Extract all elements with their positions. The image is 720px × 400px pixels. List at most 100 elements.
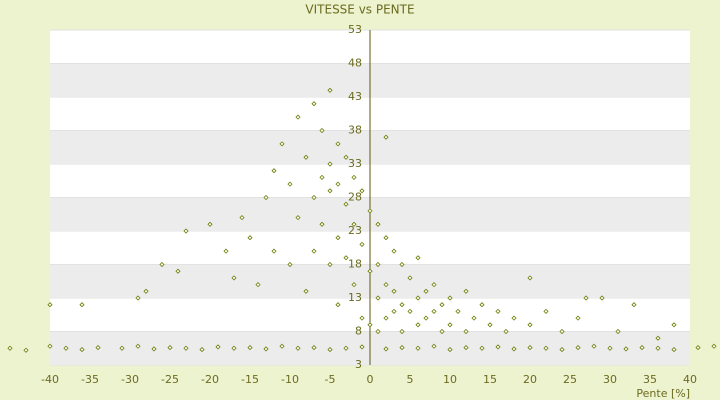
scatter-point [343,345,349,351]
scatter-point [303,154,309,160]
x-axis-label: Pente [%] [636,387,690,400]
scatter-point [655,345,661,351]
scatter-point [295,114,301,120]
scatter-point [295,345,301,351]
y-tick-label: 53 [348,23,362,36]
y-tick-label: 33 [348,157,362,170]
scatter-point [495,344,501,350]
scatter-point [431,308,437,314]
scatter-point [431,343,437,349]
scatter-point [79,347,85,353]
scatter-point [423,315,429,321]
scatter-point [151,346,157,352]
scatter-point [255,282,261,288]
scatter-point [543,345,549,351]
scatter-point [263,194,269,201]
scatter-point [671,347,677,353]
x-tick-label: -25 [161,373,179,386]
y-tick-label: 48 [348,57,362,70]
scatter-point [335,141,341,147]
scatter-point [487,322,493,328]
x-tick-label: 25 [563,373,577,386]
scatter-point [471,315,477,321]
scatter-point [311,101,317,107]
scatter-point [279,343,285,349]
scatter-point [711,343,717,349]
scatter-point [583,295,589,301]
scatter-point [631,302,637,308]
scatter-point [95,345,101,351]
scatter-point [351,174,357,180]
scatter-point [375,221,381,227]
scatter-point [311,345,317,351]
scatter-point [415,345,421,351]
scatter-point [375,261,381,268]
x-tick-label: 30 [603,373,617,386]
y-tick-label: 3 [355,358,362,371]
scatter-point [463,328,469,335]
scatter-point [671,322,677,328]
scatter-point [591,343,597,349]
scatter-point [159,261,165,268]
scatter-point [575,315,581,321]
x-tick-label: 0 [367,373,374,386]
scatter-point [423,288,429,294]
scatter-point [367,322,373,328]
scatter-point [47,343,53,349]
scatter-point [615,328,621,335]
scatter-point [351,282,357,288]
scatter-point [607,345,613,351]
scatter-point [343,154,349,160]
x-tick-label: -40 [41,373,59,386]
scatter-point [383,315,389,321]
x-tick-label: 5 [407,373,414,386]
scatter-point [447,322,453,328]
scatter-point [135,295,141,301]
scatter-point [231,345,237,351]
scatter-point [399,328,405,335]
scatter-point [479,302,485,308]
scatter-point [167,345,173,351]
y-tick-label: 23 [348,224,362,237]
y-tick-label: 28 [348,191,362,204]
scatter-point [327,188,333,194]
scatter-point [319,174,325,180]
scatter-point [623,346,629,352]
scatter-point [527,275,533,281]
scatter-point [143,288,149,294]
scatter-point [63,345,69,351]
scatter-point [327,347,333,353]
scatter-point [359,241,365,247]
scatter-point [23,347,29,353]
scatter-point [79,302,85,308]
x-tick-label: -30 [121,373,139,386]
scatter-point [479,345,485,351]
scatter-point [439,328,445,335]
scatter-point [175,268,181,274]
scatter-point [543,308,549,314]
scatter-point [367,268,373,274]
scatter-point [391,248,397,254]
scatter-point [119,345,125,351]
scatter-point [279,141,285,147]
scatter-point [271,248,277,254]
y-tick-label: 13 [348,291,362,304]
scatter-point [47,302,53,308]
scatter-point [399,302,405,308]
scatter-point [183,345,189,351]
scatter-point [495,308,501,314]
y-tick-label: 38 [348,124,362,137]
y-tick-label: 18 [348,258,362,271]
scatter-point [327,261,333,268]
scatter-point [327,161,333,167]
scatter-point [559,328,565,335]
scatter-point [359,344,365,350]
scatter-point [199,347,205,353]
scatter-point [327,87,333,93]
scatter-point [447,347,453,353]
x-tick-label: 35 [643,373,657,386]
x-tick-label: -20 [201,373,219,386]
scatter-point [391,288,397,294]
scatter-point [287,261,293,268]
scatter-point [135,343,141,349]
